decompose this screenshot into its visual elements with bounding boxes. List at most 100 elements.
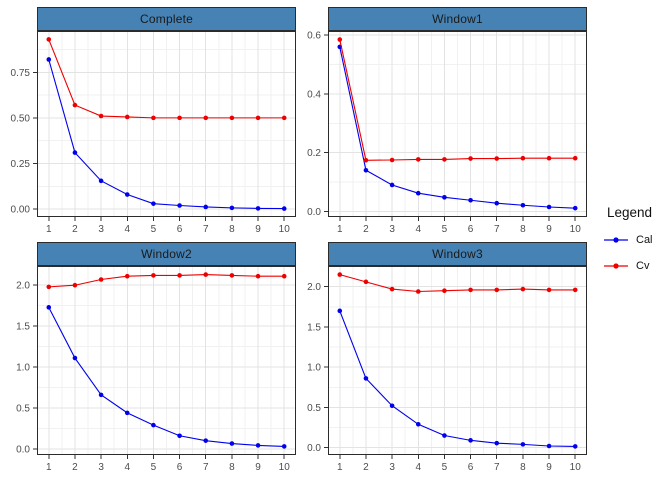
series-point-cal	[177, 203, 182, 208]
y-tick-label: 0.75	[11, 68, 31, 79]
series-point-cal	[124, 410, 130, 416]
series-point-cv	[494, 287, 500, 293]
x-tick-label: 1	[337, 224, 343, 235]
series-point-cal	[337, 308, 343, 314]
series-point-cal	[229, 205, 235, 211]
x-tick-label: 7	[203, 462, 209, 473]
series-point-cal	[363, 376, 369, 381]
series-point-cal	[46, 57, 52, 62]
x-tick-label: 3	[98, 224, 104, 235]
panel-border	[37, 266, 296, 455]
series-point-cal	[255, 443, 261, 448]
panel-plot: 1 2 3 4 5 6 7 8 9 10 0.0 0.2 0.4 0.6	[307, 31, 587, 235]
facet-strip: Window3	[328, 242, 587, 266]
y-tick-label: 0.50	[11, 113, 31, 124]
series-point-cv	[124, 273, 130, 279]
y-tick-label: 0.0	[307, 207, 321, 218]
x-tick-label: 3	[389, 462, 395, 473]
series-point-cv	[46, 37, 52, 42]
series-point-cal	[151, 201, 156, 206]
series-point-cal	[281, 206, 287, 211]
legend-entry-cal: Cal	[603, 233, 671, 247]
y-tick-label: 0.5	[307, 403, 321, 414]
x-tick-label: 4	[124, 462, 130, 473]
y-tick-label: 0.2	[307, 148, 321, 159]
series-point-cal	[229, 441, 235, 446]
x-tick-label: 4	[415, 462, 421, 473]
legend: Legend Cal Cv	[601, 204, 671, 273]
x-tick-label: 6	[177, 224, 183, 235]
series-point-cv	[124, 114, 130, 120]
series-point-cv	[98, 277, 104, 282]
panel-plot: 1 2 3 4 5 6 7 8 9 10 0.0 0.5 1.0 1.5 2.0	[16, 266, 296, 473]
series-point-cal	[572, 444, 578, 449]
series-point-cv	[546, 287, 552, 293]
series-point-cv	[337, 37, 343, 42]
x-tick-label: 6	[468, 462, 474, 473]
series-point-cv	[255, 115, 261, 121]
x-tick-label: 3	[98, 462, 104, 473]
series-point-cv	[72, 282, 78, 288]
facet-strip: Window1	[328, 7, 587, 31]
x-tick-label: 1	[46, 224, 52, 235]
series-point-cv	[337, 272, 343, 277]
series-point-cal	[255, 206, 261, 211]
legend-title: Legend	[607, 205, 653, 220]
y-tick-label: 0.4	[307, 89, 321, 100]
facet-strip: Complete	[37, 7, 296, 31]
series-point-cv	[177, 273, 182, 278]
x-tick-label: 10	[570, 224, 582, 235]
x-tick-label: 8	[520, 462, 526, 473]
x-tick-label: 4	[124, 224, 130, 235]
series-point-cv	[468, 156, 473, 161]
series-line-cv	[339, 274, 576, 293]
series-point-cv	[151, 273, 156, 278]
series-point-cv	[572, 155, 578, 161]
series-point-cal	[468, 197, 473, 203]
panel-border	[37, 31, 296, 217]
series-point-cv	[363, 157, 369, 163]
series-point-cv	[281, 115, 287, 121]
series-point-cv	[363, 279, 369, 285]
y-tick-label: 0.25	[11, 159, 31, 170]
x-tick-label: 5	[442, 224, 448, 235]
series-line-cv	[48, 39, 285, 119]
series-point-cv	[442, 157, 447, 162]
x-tick-label: 8	[229, 224, 235, 235]
panel-border	[328, 266, 587, 455]
series-point-cv	[389, 286, 395, 292]
y-tick-label: 0.5	[16, 403, 30, 414]
series-point-cv	[151, 115, 156, 121]
y-tick-label: 2.0	[307, 282, 321, 293]
legend-entry-label: Cv	[636, 260, 650, 272]
series-point-cv	[415, 157, 421, 162]
panel-plot: 1 2 3 4 5 6 7 8 9 10 0.0 0.5 1.0 1.5 2.0	[307, 266, 587, 473]
x-tick-label: 4	[415, 224, 421, 235]
x-tick-label: 2	[72, 462, 78, 473]
series-point-cv	[572, 287, 578, 293]
legend-entry-cv: Cv	[603, 259, 671, 273]
series-point-cal	[520, 202, 526, 208]
x-tick-label: 10	[279, 462, 291, 473]
series-point-cv	[281, 273, 287, 279]
series-point-cal	[98, 178, 104, 184]
x-tick-label: 8	[229, 462, 235, 473]
panel-border	[328, 31, 587, 217]
series-line-cv	[48, 274, 285, 288]
series-point-cal	[415, 190, 421, 196]
facet-title: Window1	[432, 12, 483, 26]
x-tick-label: 2	[363, 224, 369, 235]
series-point-cal	[72, 150, 78, 155]
series-point-cv	[229, 273, 235, 278]
series-point-cal	[46, 305, 52, 310]
y-tick-label: 2.0	[16, 281, 30, 292]
x-tick-label: 6	[177, 462, 183, 473]
series-line-cal	[339, 310, 576, 447]
series-point-cal	[98, 392, 104, 398]
x-tick-label: 5	[442, 462, 448, 473]
y-tick-label: 1.5	[307, 322, 321, 333]
x-tick-label: 10	[570, 462, 582, 473]
x-tick-label: 5	[151, 462, 157, 473]
panel-plot: 1 2 3 4 5 6 7 8 9 10 0.00 0.25 0.50 0.75	[11, 31, 296, 235]
series-point-cal	[203, 204, 209, 210]
